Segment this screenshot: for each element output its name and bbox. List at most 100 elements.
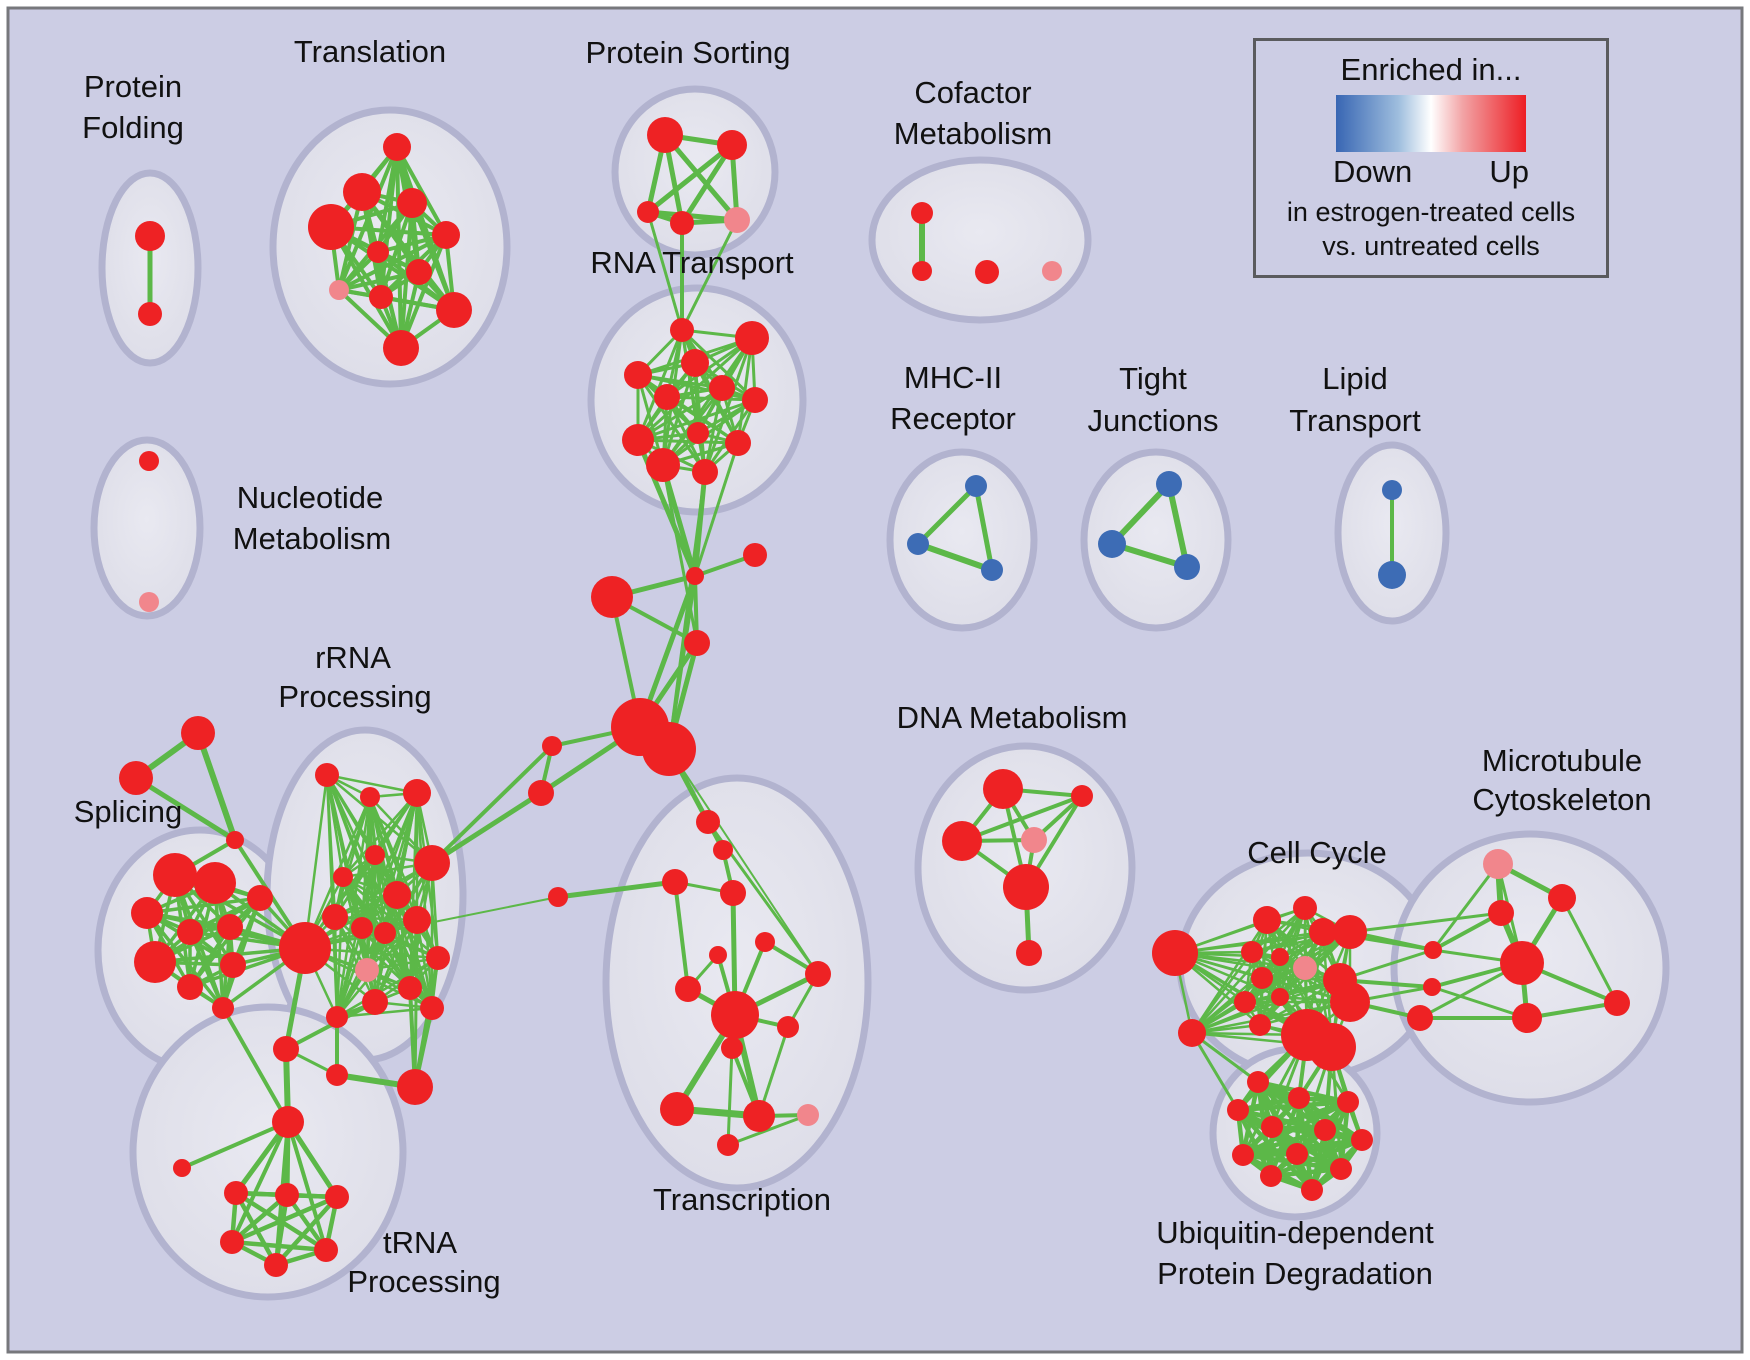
gene-set-node-X3 <box>711 991 759 1039</box>
edge <box>636 373 757 402</box>
edge <box>1430 985 1529 1020</box>
gene-set-node-R11 <box>374 922 396 944</box>
edge <box>325 773 419 795</box>
edge <box>333 915 339 1019</box>
legend-gradient-bar <box>1336 95 1526 153</box>
cluster-label: tRNA <box>383 1225 457 1260</box>
gene-set-node-R6 <box>333 867 353 887</box>
edge <box>303 773 329 950</box>
gene-set-node-R8 <box>403 906 431 934</box>
cluster-label: Protein <box>84 69 182 104</box>
gene-set-node-T1 <box>383 133 411 161</box>
gene-set-node-SPL9 <box>212 997 234 1019</box>
gene-set-node-U4 <box>1227 1099 1249 1121</box>
gene-set-node-TJ1 <box>1156 471 1182 497</box>
gene-set-node-SPL4 <box>177 919 203 945</box>
edge <box>221 1006 290 1124</box>
edge <box>673 880 690 991</box>
gene-set-node-TN2 <box>224 1181 248 1205</box>
edge <box>399 233 448 350</box>
cluster-label: Protein Sorting <box>585 35 790 70</box>
cluster-ellipse <box>868 156 1092 324</box>
edge <box>229 1192 290 1245</box>
edge <box>660 462 698 579</box>
gene-set-node-R18 <box>273 1036 299 1062</box>
gene-set-node-M4 <box>1500 941 1544 985</box>
gene-set-node-L1 <box>1382 480 1402 500</box>
edge <box>413 918 419 1089</box>
gene-set-node-CM1 <box>911 202 933 224</box>
gene-set-node-RT3 <box>681 349 709 377</box>
gene-set-node-X2 <box>805 961 831 987</box>
edge <box>233 1190 279 1268</box>
cluster-label: Receptor <box>890 401 1016 436</box>
gene-set-node-TN1 <box>173 1159 191 1177</box>
edge <box>1258 955 1282 1027</box>
gene-set-node-T6 <box>367 241 389 263</box>
gene-set-node-TN6 <box>264 1253 288 1277</box>
gene-set-node-T9 <box>369 285 393 309</box>
edge <box>333 915 377 1004</box>
gene-set-node-X9 <box>717 1134 739 1156</box>
gene-set-node-RT15 <box>591 576 633 618</box>
cluster-label: Transcription <box>653 1182 831 1217</box>
edge <box>693 441 740 578</box>
gene-set-node-R9 <box>322 904 348 930</box>
edge <box>333 795 372 919</box>
gene-set-node-C17 <box>1308 1023 1356 1071</box>
edge <box>973 483 995 573</box>
cluster-label: Cell Cycle <box>1247 835 1387 870</box>
edge <box>665 336 754 399</box>
gene-set-node-SM2 <box>528 780 554 806</box>
gene-set-node-PS2 <box>717 130 747 160</box>
gene-set-node-U3 <box>1337 1091 1359 1113</box>
gene-set-node-RT14 <box>743 543 767 567</box>
gene-set-node-RT9 <box>687 422 709 444</box>
gene-set-node-U10 <box>1330 1158 1352 1180</box>
edge <box>383 931 434 1010</box>
edge <box>960 794 1084 843</box>
gene-set-node-MH1 <box>965 475 987 497</box>
edge <box>229 1194 340 1245</box>
cluster-label: Protein Degradation <box>1157 1256 1433 1291</box>
gene-set-node-R20 <box>397 1069 433 1105</box>
gene-set-node-RT8 <box>622 424 654 456</box>
gene-set-node-CM4 <box>1042 261 1062 281</box>
gene-set-node-RT11 <box>646 448 680 482</box>
legend-box: Enriched in... Down Up in estrogen-treat… <box>1253 38 1609 278</box>
gene-set-node-PS3 <box>637 201 659 223</box>
gene-set-node-C10 <box>1251 967 1273 989</box>
cluster-label: Translation <box>294 34 446 69</box>
cluster-label: RNA Transport <box>590 245 794 280</box>
cluster-label: Cofactor <box>914 75 1031 110</box>
gene-set-node-TN4 <box>325 1185 349 1209</box>
gene-set-node-MCc2 <box>1423 978 1441 996</box>
gene-set-node-C13 <box>1234 991 1256 1013</box>
edge <box>915 541 995 573</box>
cluster-ellipse <box>886 448 1038 632</box>
gene-set-node-M2 <box>1548 884 1576 912</box>
gene-set-node-RT13 <box>686 567 704 585</box>
edge <box>188 896 262 989</box>
edge <box>680 328 757 402</box>
gene-set-node-T8 <box>329 280 349 300</box>
gene-set-node-M6 <box>1512 1003 1542 1033</box>
cluster-label: Metabolism <box>233 521 392 556</box>
gene-set-node-X1 <box>675 976 701 1002</box>
gene-set-node-MH2 <box>907 533 929 555</box>
cluster-label: MHC-II <box>904 360 1002 395</box>
edge <box>1190 950 1254 1035</box>
edge <box>680 218 739 332</box>
gene-set-node-M3 <box>1488 900 1514 926</box>
cluster-label: Metabolism <box>894 116 1053 151</box>
legend-note-line2: vs. untreated cells <box>1322 230 1540 261</box>
legend-note: in estrogen-treated cells vs. untreated … <box>1287 196 1575 264</box>
gene-set-node-R16 <box>326 1006 348 1028</box>
gene-set-node-T4 <box>308 204 354 250</box>
cluster-label: Cytoskeleton <box>1472 782 1651 817</box>
gene-set-node-SPL8 <box>177 974 203 1000</box>
cluster-label: Junctions <box>1088 403 1219 438</box>
gene-set-node-U12 <box>1301 1179 1323 1201</box>
gene-set-node-TN3 <box>275 1183 299 1207</box>
